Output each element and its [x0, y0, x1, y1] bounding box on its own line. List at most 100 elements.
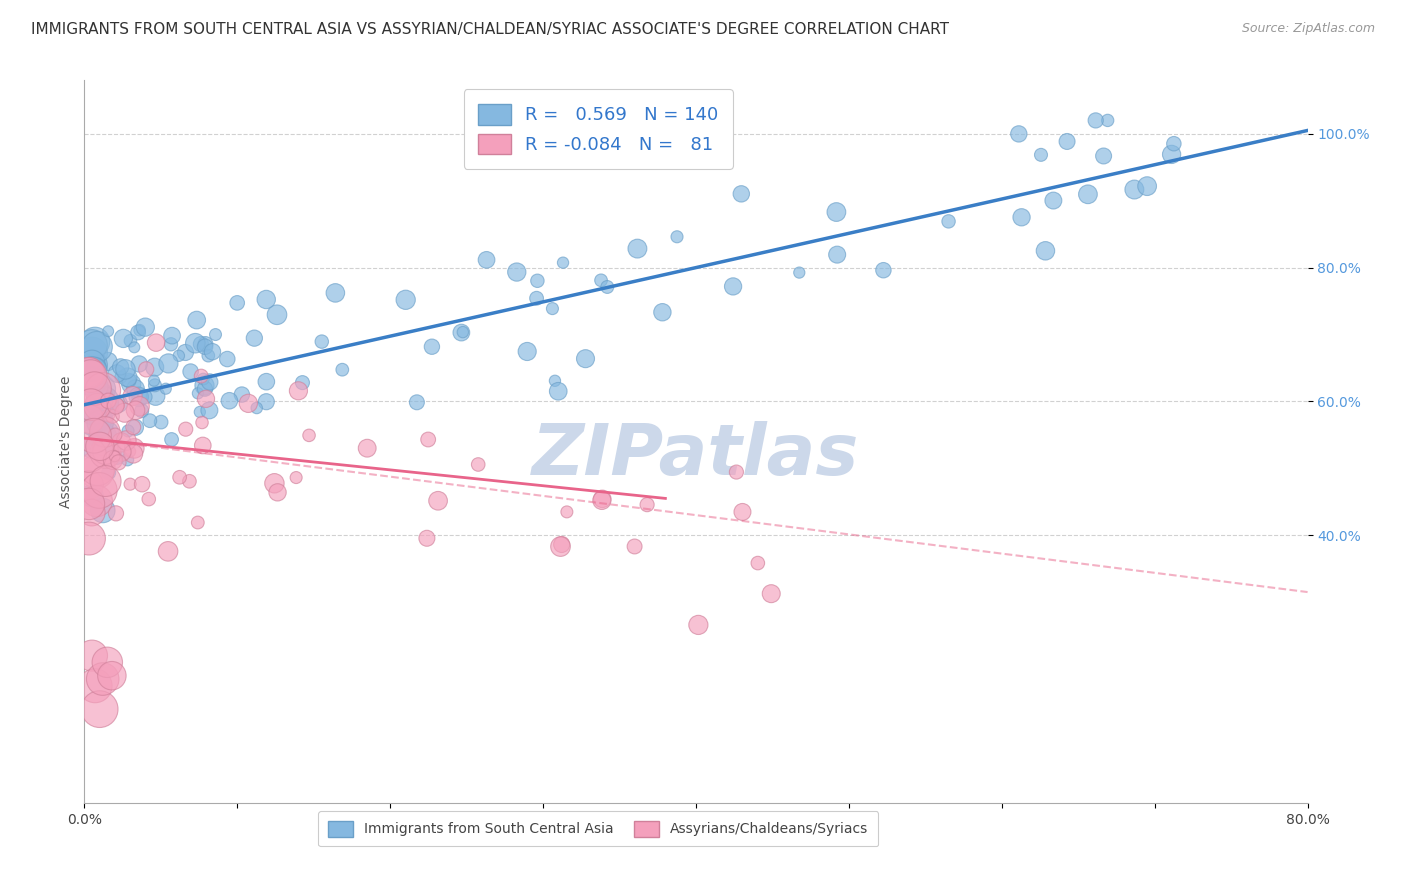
Point	[356, 441, 378, 455]
Point	[596, 280, 619, 294]
Point	[77, 497, 100, 511]
Point	[143, 374, 166, 388]
Point	[636, 498, 658, 512]
Point	[287, 384, 309, 398]
Point	[86, 465, 108, 479]
Point	[91, 503, 114, 517]
Point	[110, 435, 132, 450]
Point	[80, 398, 103, 412]
Point	[311, 334, 333, 349]
Point	[80, 648, 103, 663]
Point	[97, 324, 120, 338]
Point	[120, 477, 142, 491]
Point	[122, 447, 145, 461]
Point	[94, 474, 117, 488]
Point	[194, 382, 217, 396]
Point	[591, 493, 613, 508]
Text: IMMIGRANTS FROM SOUTH CENTRAL ASIA VS ASSYRIAN/CHALDEAN/SYRIAC ASSOCIATE'S DEGRE: IMMIGRANTS FROM SOUTH CENTRAL ASIA VS AS…	[31, 22, 949, 37]
Point	[623, 540, 645, 554]
Point	[1011, 211, 1033, 225]
Point	[475, 252, 498, 267]
Point	[117, 424, 139, 438]
Point	[80, 375, 103, 389]
Point	[190, 369, 212, 384]
Point	[101, 409, 124, 424]
Point	[91, 384, 114, 398]
Point	[83, 428, 105, 442]
Point	[547, 384, 569, 399]
Point	[97, 466, 120, 480]
Point	[188, 405, 211, 419]
Point	[120, 376, 142, 391]
Point	[94, 425, 117, 439]
Point	[128, 399, 150, 413]
Point	[94, 427, 117, 442]
Point	[80, 361, 103, 376]
Point	[416, 531, 439, 545]
Point	[80, 369, 103, 384]
Point	[1163, 136, 1185, 151]
Point	[198, 403, 221, 417]
Point	[90, 411, 112, 425]
Point	[84, 679, 107, 693]
Point	[266, 308, 288, 322]
Point	[201, 344, 224, 359]
Point	[120, 334, 142, 348]
Point	[91, 430, 114, 444]
Point	[666, 229, 689, 244]
Point	[124, 403, 146, 417]
Point	[104, 450, 127, 464]
Point	[80, 415, 103, 429]
Point	[174, 422, 197, 436]
Point	[80, 359, 103, 373]
Point	[112, 331, 135, 345]
Point	[184, 336, 207, 351]
Point	[254, 375, 277, 389]
Point	[197, 349, 219, 363]
Point	[526, 291, 548, 305]
Point	[80, 489, 103, 503]
Text: ZIPatlas: ZIPatlas	[533, 422, 859, 491]
Point	[150, 415, 173, 429]
Point	[506, 265, 529, 279]
Point	[93, 394, 115, 409]
Point	[651, 305, 673, 319]
Point	[94, 446, 117, 460]
Point	[541, 301, 564, 316]
Point	[80, 369, 103, 384]
Point	[122, 420, 145, 434]
Point	[134, 390, 156, 404]
Point	[1077, 187, 1099, 202]
Point	[1160, 147, 1182, 161]
Point	[725, 465, 748, 479]
Point	[157, 356, 180, 370]
Point	[551, 255, 574, 269]
Point	[467, 458, 489, 472]
Point	[115, 434, 138, 448]
Point	[194, 337, 217, 351]
Point	[1008, 127, 1031, 141]
Point	[86, 360, 108, 375]
Point	[1092, 149, 1115, 163]
Point	[194, 392, 217, 406]
Point	[418, 433, 440, 447]
Point	[721, 279, 744, 293]
Point	[938, 214, 960, 228]
Point	[730, 186, 752, 201]
Point	[217, 352, 239, 367]
Point	[1035, 244, 1057, 258]
Point	[243, 331, 266, 345]
Point	[167, 349, 190, 363]
Point	[80, 406, 103, 420]
Point	[138, 492, 160, 507]
Point	[231, 387, 253, 401]
Point	[84, 379, 107, 393]
Point	[186, 313, 208, 327]
Point	[450, 326, 472, 340]
Point	[204, 327, 226, 342]
Point	[145, 335, 167, 350]
Point	[179, 475, 201, 489]
Point	[86, 494, 108, 508]
Point	[97, 393, 120, 408]
Point	[1097, 113, 1119, 128]
